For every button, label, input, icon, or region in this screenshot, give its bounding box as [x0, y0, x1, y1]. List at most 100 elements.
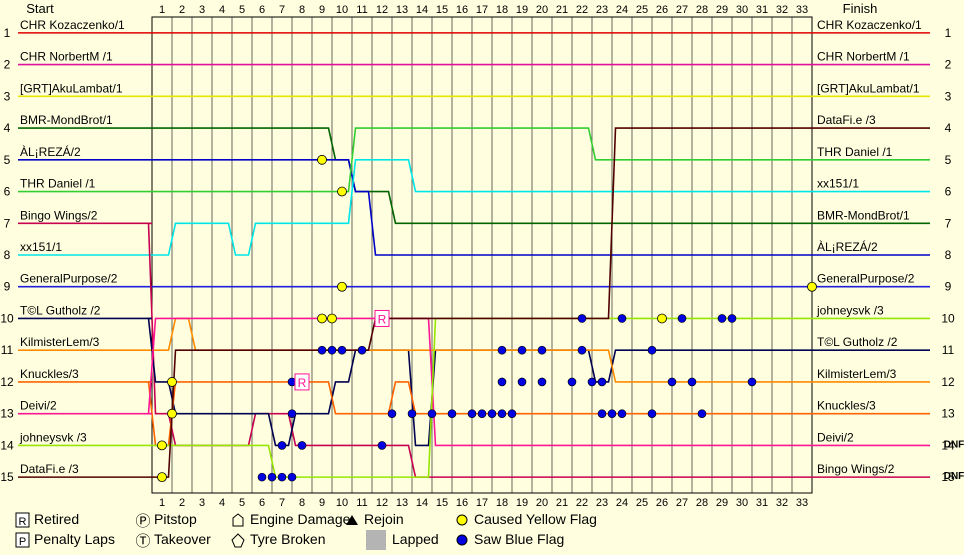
blue-flag-marker	[497, 345, 507, 355]
lap-tick-label-bottom: 9	[319, 497, 325, 509]
start-driver-label: GeneralPurpose/2	[20, 272, 118, 286]
blue-flag-marker	[327, 345, 337, 355]
lap-tick-label-bottom: 2	[179, 497, 185, 509]
lap-tick-label-top: 20	[536, 4, 548, 16]
blue-flag-marker	[697, 409, 707, 418]
blue-flag-marker	[517, 377, 527, 387]
lap-tick-label-bottom: 23	[596, 497, 608, 509]
blue-flag-marker	[607, 409, 617, 418]
lapped-swatch	[366, 530, 386, 550]
start-position-number: 12	[0, 375, 14, 389]
yellow-flag-marker	[337, 186, 347, 197]
lap-tick-label-bottom: 8	[299, 497, 305, 509]
legend-label: Retired	[34, 511, 79, 527]
lap-tick-label-top: 23	[596, 4, 608, 16]
start-driver-label: CHR Kozaczenko/1	[20, 18, 125, 32]
legend-label: Rejoin	[364, 511, 404, 527]
lap-tick-label-top: 12	[376, 4, 388, 16]
lap-tick-label-bottom: 20	[536, 497, 548, 509]
finish-position-number: 5	[945, 153, 952, 167]
start-driver-label: Deivi/2	[20, 399, 57, 413]
yellow-flag-marker	[157, 440, 167, 451]
lap-tick-label-top: 33	[796, 4, 808, 16]
finish-driver-label: CHR Kozaczenko/1	[817, 18, 922, 32]
lap-tick-label-top: 29	[716, 4, 728, 16]
legend-symbol: R	[19, 516, 27, 528]
legend-swatch	[15, 532, 30, 548]
blue-flag-marker	[287, 409, 297, 418]
series-line	[152, 127, 812, 193]
series-line	[147, 222, 812, 478]
blue-flag-marker	[617, 409, 627, 418]
finish-position-number: 13	[941, 407, 955, 421]
start-driver-label: johneysvk /3	[19, 430, 87, 444]
finish-position-number: 2	[945, 58, 952, 72]
blue-flag-marker	[387, 409, 397, 418]
finish-position-number: 8	[945, 248, 952, 262]
blue-flag-marker	[427, 409, 437, 418]
lap-tick-label-top: 14	[416, 4, 428, 16]
blue-flag-marker	[667, 377, 677, 387]
finish-position-number: 1	[945, 26, 952, 40]
yellow-flag-swatch	[456, 514, 468, 526]
legend-label: Pitstop	[154, 511, 197, 527]
start-position-number: 14	[0, 438, 14, 452]
start-driver-label: THR Daniel /1	[20, 177, 96, 191]
lap-tick-label-bottom: 32	[776, 497, 788, 509]
start-position-number: 7	[4, 216, 11, 230]
lap-tick-label-top: 17	[476, 4, 488, 16]
finish-driver-label: Bingo Wings/2	[817, 462, 895, 476]
start-header: Start	[26, 1, 54, 16]
blue-flag-marker	[497, 409, 507, 418]
lap-tick-label-top: 9	[319, 4, 325, 16]
blue-flag-marker	[597, 377, 607, 387]
lap-tick-label-top: 5	[239, 4, 245, 16]
start-position-number: 15	[0, 470, 14, 484]
blue-flag-marker	[267, 472, 277, 482]
finish-driver-label: xx151/1	[817, 177, 859, 191]
yellow-flag-marker	[167, 408, 177, 419]
blue-flag-marker	[677, 314, 687, 323]
lap-tick-label-top: 13	[396, 4, 408, 16]
blue-flag-marker	[507, 409, 517, 418]
retired-marker-box	[294, 373, 310, 391]
lap-tick-label-top: 2	[179, 4, 185, 16]
finish-driver-label: GeneralPurpose/2	[817, 272, 915, 286]
start-driver-label: ÀL¡REZÁ/2	[20, 144, 81, 159]
start-driver-label: CHR NorbertM /1	[20, 50, 113, 64]
series-line	[147, 317, 812, 447]
lap-tick-label-bottom: 28	[696, 497, 708, 509]
yellow-flag-marker	[807, 281, 817, 292]
legend-label: Saw Blue Flag	[474, 531, 564, 547]
lap-tick-label-top: 32	[776, 4, 788, 16]
lap-tick-label-top: 26	[656, 4, 668, 16]
retired-marker-letter: R	[378, 312, 387, 326]
blue-flag-marker	[467, 409, 477, 418]
start-driver-label: KilmisterLem/3	[20, 335, 100, 349]
legend-symbol: Ⓣ	[135, 533, 150, 550]
finish-position-number: 9	[945, 280, 952, 294]
series-line	[152, 317, 812, 383]
start-position-number: 3	[4, 89, 11, 103]
lap-tick-label-top: 3	[199, 4, 205, 16]
blue-flag-marker	[537, 345, 547, 355]
lap-tick-label-top: 11	[356, 4, 367, 16]
blue-flag-marker	[377, 441, 387, 450]
lap-tick-label-bottom: 10	[336, 497, 348, 509]
lap-tick-label-bottom: 15	[436, 497, 448, 509]
lap-tick-label-bottom: 13	[396, 497, 408, 509]
lap-tick-label-top: 25	[636, 4, 648, 16]
blue-flag-marker	[717, 314, 727, 323]
start-driver-label: [GRT]AkuLambat/1	[20, 81, 123, 95]
lap-tick-label-bottom: 7	[279, 497, 285, 509]
blue-flag-marker	[277, 472, 287, 482]
lap-tick-label-top: 24	[616, 4, 628, 16]
finish-status-label: DNF	[944, 439, 964, 450]
start-position-number: 8	[4, 248, 11, 262]
start-position-number: 11	[1, 343, 14, 357]
blue-flag-marker	[447, 409, 457, 418]
lap-tick-label-top: 31	[756, 4, 768, 16]
blue-flag-swatch	[456, 534, 468, 546]
blue-flag-marker	[477, 409, 487, 418]
finish-position-number: 12	[941, 375, 955, 389]
